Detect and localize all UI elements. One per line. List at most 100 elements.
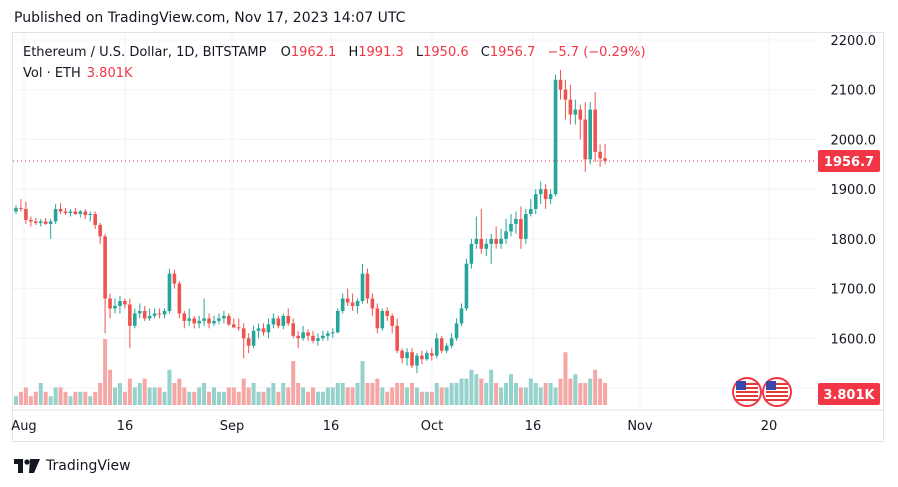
candle[interactable] [123,298,127,309]
candle[interactable] [489,233,493,264]
chart-frame[interactable] [12,32,884,442]
candle[interactable] [301,325,305,341]
candle[interactable] [425,350,429,361]
candle[interactable] [583,102,588,172]
candle[interactable] [553,74,558,197]
us-event-flag-icon[interactable] [762,377,792,407]
candle[interactable] [88,211,93,222]
candle[interactable] [53,204,58,224]
candle[interactable] [38,218,43,227]
candle[interactable] [335,308,340,334]
candle[interactable] [598,144,602,167]
candle[interactable] [331,328,335,339]
candle[interactable] [207,313,211,329]
candle[interactable] [524,209,528,244]
candle[interactable] [63,208,68,215]
candle[interactable] [58,203,63,214]
candle[interactable] [212,315,216,326]
candle[interactable] [529,199,533,217]
candle[interactable] [108,293,112,319]
candle[interactable] [162,308,167,319]
candle[interactable] [83,209,88,219]
candle[interactable] [93,211,97,229]
candle[interactable] [306,329,310,341]
candle[interactable] [128,298,132,349]
candle[interactable] [385,307,390,321]
candle[interactable] [415,353,419,374]
candle[interactable] [103,233,107,334]
candle[interactable] [147,308,152,321]
candle[interactable] [291,318,295,339]
candle[interactable] [499,228,503,249]
candle[interactable] [152,308,157,319]
candle[interactable] [24,201,28,224]
candle[interactable] [380,308,385,331]
candle[interactable] [133,308,137,329]
candle[interactable] [192,315,196,329]
candle[interactable] [563,79,568,120]
candle[interactable] [29,216,33,227]
candle[interactable] [98,222,102,244]
candle[interactable] [261,323,266,336]
candle[interactable] [311,330,315,344]
candle[interactable] [370,293,375,316]
candle[interactable] [464,258,469,311]
candle[interactable] [251,325,256,349]
candle[interactable] [48,218,53,239]
candle[interactable] [232,318,236,329]
candle[interactable] [241,323,246,359]
candle[interactable] [444,343,449,354]
candle[interactable] [469,238,474,269]
candle[interactable] [400,348,404,364]
candle[interactable] [256,323,261,339]
candle[interactable] [548,189,553,205]
candle[interactable] [34,217,38,225]
candle[interactable] [420,350,424,365]
candle[interactable] [281,313,286,330]
candle[interactable] [365,268,370,304]
candle[interactable] [271,313,276,329]
us-event-flag-icon[interactable] [732,377,762,407]
candle[interactable] [350,293,355,311]
candle[interactable] [217,313,221,325]
candle[interactable] [434,333,439,359]
candle[interactable] [137,303,142,319]
candle[interactable] [405,348,409,366]
candle[interactable] [78,210,83,218]
symbol-name[interactable]: Ethereum / U.S. Dollar, 1D, BITSTAMP [23,45,267,60]
candle[interactable] [14,205,18,214]
candle[interactable] [321,330,325,341]
candle[interactable] [459,303,464,326]
candle[interactable] [345,288,350,306]
candle[interactable] [197,315,201,329]
candle[interactable] [187,308,192,326]
candle[interactable] [227,313,231,326]
candle[interactable] [593,92,597,162]
candle[interactable] [375,303,380,334]
candle[interactable] [157,308,162,319]
candle[interactable] [286,308,291,326]
candle[interactable] [454,318,459,341]
candle[interactable] [43,217,48,225]
candle[interactable] [73,208,78,215]
candle[interactable] [558,69,563,100]
candle[interactable] [266,318,271,339]
candle[interactable] [494,226,498,249]
candle[interactable] [360,263,365,304]
candle[interactable] [474,216,479,249]
candle[interactable] [430,348,434,361]
candle[interactable] [246,333,251,354]
candle[interactable] [296,330,300,349]
candle[interactable] [588,102,592,165]
candle[interactable] [509,214,513,237]
candle[interactable] [142,305,147,321]
candle[interactable] [573,99,578,125]
candle[interactable] [568,84,573,125]
candle[interactable] [202,298,206,326]
candle[interactable] [504,218,508,244]
candle[interactable] [439,335,444,354]
candle[interactable] [543,184,548,210]
candle[interactable] [177,281,182,319]
candle[interactable] [519,206,523,249]
